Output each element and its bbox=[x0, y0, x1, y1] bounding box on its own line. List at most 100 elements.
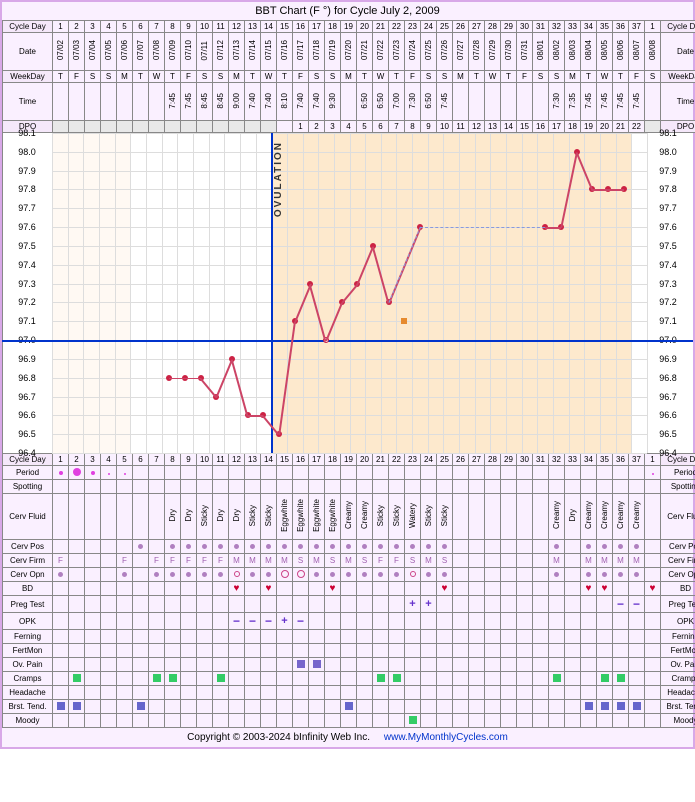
dpo-row-cell: 15 bbox=[517, 121, 533, 133]
spotting-row-label-l: Spotting bbox=[3, 480, 53, 494]
bd-row-cell bbox=[373, 582, 389, 596]
moody-row-label-r: Moody bbox=[661, 714, 695, 728]
cycleday-row-top-cell: 36 bbox=[613, 21, 629, 33]
pregtest-row-cell bbox=[101, 596, 117, 613]
period-row-cell bbox=[453, 466, 469, 480]
cycleday-row-bottom-cell: 6 bbox=[133, 454, 149, 466]
spotting-row-cell bbox=[101, 480, 117, 494]
time-row-cell bbox=[533, 83, 549, 121]
cervfirm-row-cell: M bbox=[229, 554, 245, 568]
bd-row-cell bbox=[117, 582, 133, 596]
pregtest-row-cell bbox=[69, 596, 85, 613]
spotting-row-cell bbox=[293, 480, 309, 494]
fertmon-row-cell bbox=[53, 644, 69, 658]
period-row-cell bbox=[597, 466, 613, 480]
pregtest-row-cell bbox=[533, 596, 549, 613]
temp-axis-label: 97.3 bbox=[2, 279, 52, 289]
time-row-cell bbox=[149, 83, 165, 121]
temp-axis-label: 96.9 bbox=[2, 354, 52, 364]
ovpain-row-cell bbox=[133, 658, 149, 672]
temp-axis-label: 97.5 bbox=[2, 241, 52, 251]
cycleday-row-bottom-cell: 7 bbox=[149, 454, 165, 466]
bd-row-cell bbox=[341, 582, 357, 596]
cervfluid-row-cell bbox=[133, 494, 149, 540]
cycleday-row-bottom-cell: 8 bbox=[165, 454, 181, 466]
cervopn-row-cell bbox=[325, 568, 341, 582]
spotting-row-cell bbox=[421, 480, 437, 494]
fertmon-row-cell bbox=[597, 644, 613, 658]
cervfirm-row-cell: F bbox=[181, 554, 197, 568]
pregtest-row-cell: + bbox=[421, 596, 437, 613]
headache-row-cell bbox=[581, 686, 597, 700]
bd-row-cell: ♥ bbox=[581, 582, 597, 596]
period-row-cell bbox=[165, 466, 181, 480]
cervfluid-row-cell: Creamy bbox=[597, 494, 613, 540]
date-row-cell: 07/15 bbox=[261, 33, 277, 71]
cervopn-row-cell bbox=[613, 568, 629, 582]
period-row-cell bbox=[405, 466, 421, 480]
temp-axis-label: 96.4 bbox=[643, 448, 693, 458]
moody-row-cell bbox=[517, 714, 533, 728]
pregtest-row-cell bbox=[277, 596, 293, 613]
headache-row-cell bbox=[293, 686, 309, 700]
pregtest-row-cell bbox=[469, 596, 485, 613]
headache-row-cell bbox=[213, 686, 229, 700]
weekday-row-cell: T bbox=[501, 71, 517, 83]
bd-row-cell bbox=[53, 582, 69, 596]
weekday-row-cell: M bbox=[229, 71, 245, 83]
cycleday-row-top-cell: 32 bbox=[549, 21, 565, 33]
cervfluid-row-cell: Creamy bbox=[613, 494, 629, 540]
cervopn-row-cell bbox=[117, 568, 133, 582]
date-row-cell: 07/02 bbox=[53, 33, 69, 71]
footer-link[interactable]: www.MyMonthlyCycles.com bbox=[384, 732, 508, 743]
cervfluid-row-cell: Sticky bbox=[245, 494, 261, 540]
cervopn-row-cell bbox=[277, 568, 293, 582]
ovpain-row: Ov. PainOv. Pain bbox=[3, 658, 695, 672]
brsttend-row-cell bbox=[549, 700, 565, 714]
cycleday-row-bottom-cell: 26 bbox=[453, 454, 469, 466]
bd-row-cell bbox=[469, 582, 485, 596]
opk-row-cell bbox=[389, 613, 405, 630]
period-row-cell bbox=[133, 466, 149, 480]
opk-row-cell bbox=[421, 613, 437, 630]
time-row-cell: 7:40 bbox=[261, 83, 277, 121]
moody-row-cell bbox=[133, 714, 149, 728]
headache-row-cell bbox=[229, 686, 245, 700]
headache-row-cell bbox=[485, 686, 501, 700]
time-row-cell bbox=[85, 83, 101, 121]
moody-row-cell bbox=[325, 714, 341, 728]
cervpos-row-cell bbox=[197, 540, 213, 554]
spotting-row-cell bbox=[453, 480, 469, 494]
date-row-cell: 07/25 bbox=[421, 33, 437, 71]
cervopn-row-cell bbox=[629, 568, 645, 582]
opk-row-cell bbox=[533, 613, 549, 630]
date-row-cell: 07/20 bbox=[341, 33, 357, 71]
cervpos-row-cell bbox=[485, 540, 501, 554]
brsttend-row-label-l: Brst. Tend. bbox=[3, 700, 53, 714]
cervopn-row-cell bbox=[181, 568, 197, 582]
cervopn-row-cell bbox=[517, 568, 533, 582]
cervfluid-row-cell bbox=[149, 494, 165, 540]
cervpos-row-cell bbox=[421, 540, 437, 554]
spotting-row-cell bbox=[181, 480, 197, 494]
opk-row-cell: − bbox=[245, 613, 261, 630]
fertmon-row-cell bbox=[437, 644, 453, 658]
moody-row-cell bbox=[149, 714, 165, 728]
moody-row-cell bbox=[197, 714, 213, 728]
cervopn-row-cell bbox=[149, 568, 165, 582]
cervpos-row-cell bbox=[53, 540, 69, 554]
brsttend-row-cell bbox=[85, 700, 101, 714]
brsttend-row-cell bbox=[485, 700, 501, 714]
ovpain-row-cell bbox=[245, 658, 261, 672]
temp-axis-label: 97.4 bbox=[2, 260, 52, 270]
cervopn-row-cell bbox=[341, 568, 357, 582]
cramps-row-cell bbox=[53, 672, 69, 686]
cervpos-row-cell bbox=[277, 540, 293, 554]
cycleday-row-bottom-cell: 32 bbox=[549, 454, 565, 466]
cervpos-row-cell bbox=[453, 540, 469, 554]
bd-row: BD♥♥♥♥♥♥♥BD bbox=[3, 582, 695, 596]
cramps-row-cell bbox=[549, 672, 565, 686]
cervopn-row-cell bbox=[453, 568, 469, 582]
cervfluid-row-cell: Creamy bbox=[581, 494, 597, 540]
ovpain-row-cell bbox=[629, 658, 645, 672]
